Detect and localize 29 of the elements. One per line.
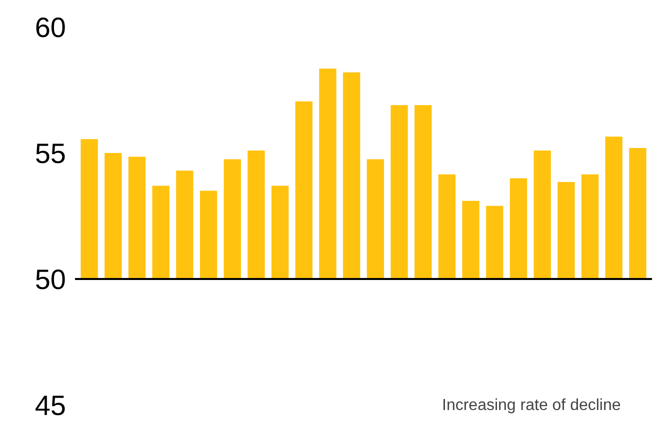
bar xyxy=(414,105,432,279)
bar xyxy=(438,174,456,279)
y-tick-label: 55 xyxy=(34,138,66,169)
bar xyxy=(176,170,194,279)
bar xyxy=(581,174,599,279)
bar xyxy=(605,136,622,279)
y-tick-label: 60 xyxy=(34,12,66,43)
bar xyxy=(558,182,575,279)
annotation: Increasing rate of decline xyxy=(442,397,621,414)
bar xyxy=(224,159,241,279)
bar xyxy=(629,148,646,279)
y-tick-label: 45 xyxy=(34,390,66,421)
bar xyxy=(80,139,98,279)
bar xyxy=(366,159,384,279)
bar xyxy=(462,200,480,279)
bar xyxy=(390,105,408,279)
bar xyxy=(534,150,551,279)
bar xyxy=(271,186,289,279)
bar xyxy=(486,206,504,279)
bar xyxy=(343,72,360,279)
bar xyxy=(248,150,265,279)
bar xyxy=(510,178,528,279)
bar xyxy=(104,153,122,279)
bar xyxy=(128,156,146,279)
bar xyxy=(319,68,336,279)
bar xyxy=(295,101,312,279)
y-tick-label: 50 xyxy=(34,264,66,295)
bar xyxy=(200,190,218,279)
bar xyxy=(152,186,170,279)
